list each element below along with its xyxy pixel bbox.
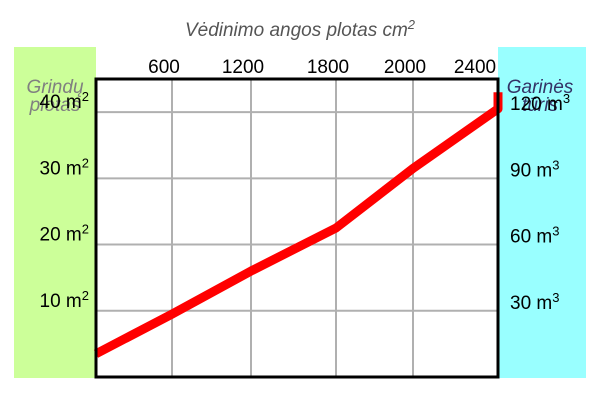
right-axis-label-line2: tūris: [522, 95, 558, 116]
right-y-tick-labels: 30 m3 60 m3 90 m3 120 m3: [510, 91, 570, 314]
x-tick-label: 2000: [384, 57, 426, 78]
right-axis-band: [498, 47, 586, 378]
left-axis-label-line2: plotas: [29, 95, 81, 116]
grid: [96, 79, 498, 377]
chart-title: Vėdinimo angos plotas cm2: [185, 17, 416, 41]
left-axis-band: [14, 47, 96, 378]
x-tick-label: 2400: [454, 57, 496, 78]
x-tick-label: 1800: [307, 57, 349, 78]
left-axis-label-line1: Grindų: [26, 77, 83, 98]
left-y-tick-labels: 10 m2 20 m2 30 m2 40 m2: [40, 89, 89, 312]
x-tick-label: 1200: [222, 57, 264, 78]
x-tick-label: 600: [148, 57, 180, 78]
right-y-tick-label: 60 m3: [510, 224, 559, 248]
left-y-tick-label: 40 m2: [40, 89, 89, 113]
series-line: [93, 92, 503, 358]
right-y-tick-label: 90 m3: [510, 157, 559, 181]
right-y-tick-label: 30 m3: [510, 290, 559, 314]
right-y-tick-label: 120 m3: [510, 91, 570, 115]
plot-frame: [94, 77, 500, 379]
right-axis-label-line1: Garinės: [507, 77, 574, 98]
left-y-tick-label: 10 m2: [40, 288, 89, 312]
series-layer: [93, 92, 503, 358]
left-y-tick-label: 30 m2: [40, 155, 89, 179]
left-y-tick-label: 20 m2: [40, 222, 89, 246]
x-tick-labels: 600 1200 1800 2000 2400: [148, 57, 496, 78]
